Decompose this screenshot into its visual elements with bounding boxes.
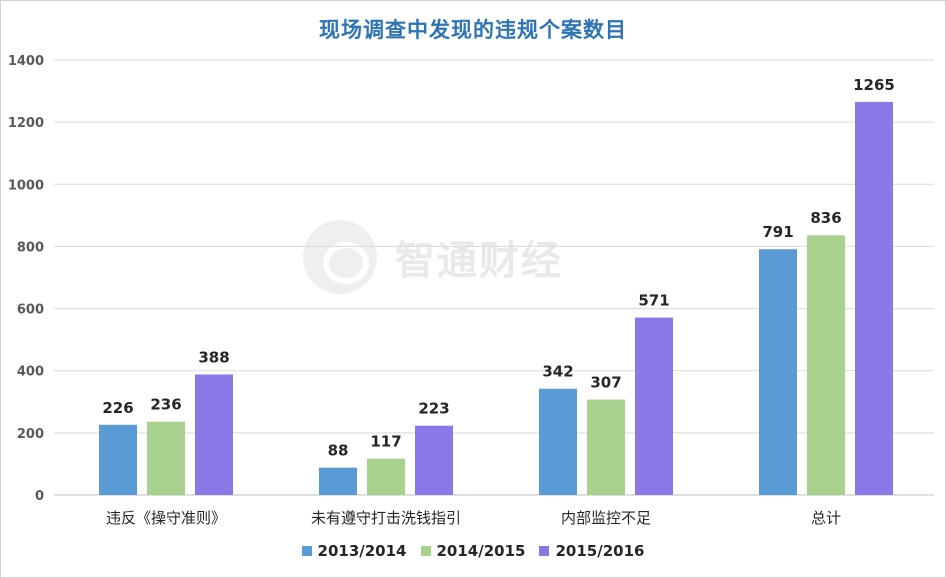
- bar: [587, 399, 625, 495]
- y-tick-label: 1000: [8, 178, 44, 193]
- category-label: 未有遵守打击洗钱指引: [311, 509, 461, 527]
- bar: [539, 388, 577, 495]
- y-tick-label: 200: [17, 427, 44, 442]
- data-label: 1265: [853, 76, 895, 94]
- legend-swatch: [301, 546, 312, 556]
- bar: [635, 317, 673, 495]
- legend-label: 2015/2016: [555, 542, 645, 560]
- data-label: 791: [762, 223, 793, 241]
- y-tick-label: 600: [17, 303, 44, 318]
- data-label: 571: [638, 292, 669, 310]
- legend-item: 2013/2014: [301, 542, 407, 560]
- data-label: 836: [810, 209, 841, 227]
- bar: [99, 424, 137, 495]
- bar: [195, 374, 233, 495]
- legend-label: 2013/2014: [317, 542, 407, 560]
- y-tick-label: 800: [17, 240, 44, 255]
- data-label: 226: [102, 399, 133, 417]
- bar: [367, 458, 405, 495]
- y-tick-label: 1400: [8, 54, 44, 69]
- bar: [807, 235, 845, 495]
- data-label: 342: [542, 363, 573, 381]
- watermark-logo-icon: [303, 220, 377, 294]
- y-tick-label: 400: [17, 365, 44, 380]
- category-label: 违反《操守准则》: [106, 509, 226, 527]
- data-label: 388: [198, 348, 229, 366]
- chart-title: 现场调查中发现的违规个案数目: [319, 18, 627, 42]
- bar: [415, 425, 453, 495]
- watermark-text: 智通财经: [395, 238, 563, 284]
- category-label: 内部监控不足: [561, 509, 651, 527]
- bar: [855, 101, 893, 496]
- legend-swatch: [420, 546, 431, 556]
- data-label: 223: [418, 400, 449, 418]
- legend: 2013/2014 2014/2015 2015/2016: [0, 542, 946, 560]
- legend-swatch: [539, 546, 550, 556]
- data-label: 236: [150, 396, 181, 414]
- legend-label: 2014/2015: [436, 542, 526, 560]
- data-label: 117: [370, 433, 401, 451]
- y-tick-label: 0: [35, 489, 44, 504]
- data-label: 88: [328, 442, 349, 460]
- y-tick-label: 1200: [8, 116, 44, 131]
- bar: [759, 249, 797, 495]
- legend-item: 2015/2016: [539, 542, 644, 560]
- legend-item: 2014/2015: [420, 542, 526, 560]
- bar: [147, 421, 185, 495]
- watermark: 智通财经: [303, 220, 563, 294]
- category-label: 总计: [811, 509, 841, 527]
- data-label: 307: [590, 374, 621, 392]
- bar: [319, 467, 357, 495]
